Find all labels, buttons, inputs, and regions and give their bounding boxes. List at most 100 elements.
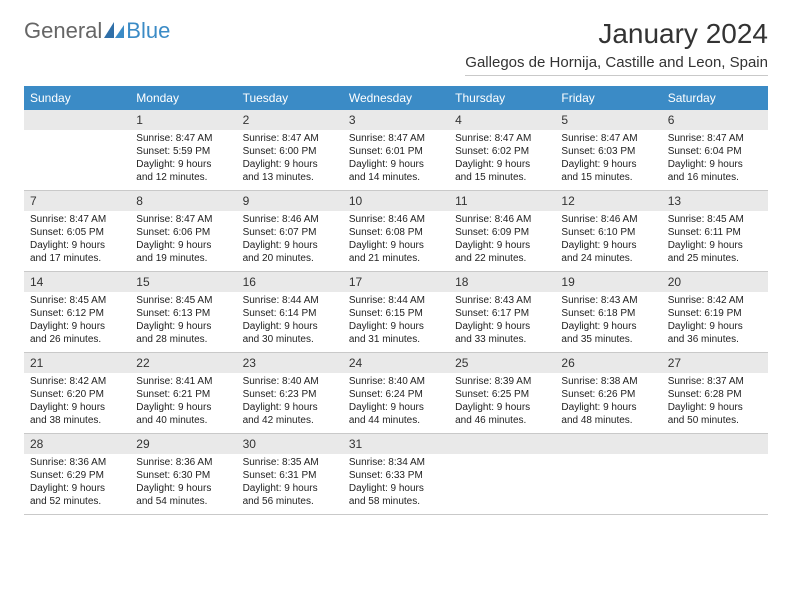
day-number: 7 <box>24 191 130 211</box>
calendar-cell: 26Sunrise: 8:38 AMSunset: 6:26 PMDayligh… <box>555 353 661 434</box>
day-number <box>449 434 555 454</box>
calendar-cell: 16Sunrise: 8:44 AMSunset: 6:14 PMDayligh… <box>237 272 343 353</box>
weekday-header: Monday <box>130 86 236 110</box>
calendar-table: SundayMondayTuesdayWednesdayThursdayFrid… <box>24 86 768 515</box>
day-number: 17 <box>343 272 449 292</box>
day-body: Sunrise: 8:46 AMSunset: 6:07 PMDaylight:… <box>237 211 343 271</box>
day-body: Sunrise: 8:42 AMSunset: 6:19 PMDaylight:… <box>662 292 768 352</box>
calendar-cell: 25Sunrise: 8:39 AMSunset: 6:25 PMDayligh… <box>449 353 555 434</box>
day-body: Sunrise: 8:36 AMSunset: 6:29 PMDaylight:… <box>24 454 130 514</box>
calendar-cell: 22Sunrise: 8:41 AMSunset: 6:21 PMDayligh… <box>130 353 236 434</box>
day-number: 11 <box>449 191 555 211</box>
day-number: 24 <box>343 353 449 373</box>
day-number: 22 <box>130 353 236 373</box>
weekday-header: Friday <box>555 86 661 110</box>
day-body: Sunrise: 8:43 AMSunset: 6:18 PMDaylight:… <box>555 292 661 352</box>
day-number: 27 <box>662 353 768 373</box>
calendar-cell <box>449 434 555 515</box>
calendar-cell: 3Sunrise: 8:47 AMSunset: 6:01 PMDaylight… <box>343 110 449 191</box>
day-number: 15 <box>130 272 236 292</box>
weekday-header: Sunday <box>24 86 130 110</box>
day-number: 3 <box>343 110 449 130</box>
day-body: Sunrise: 8:47 AMSunset: 6:04 PMDaylight:… <box>662 130 768 190</box>
day-body: Sunrise: 8:40 AMSunset: 6:23 PMDaylight:… <box>237 373 343 433</box>
day-body: Sunrise: 8:45 AMSunset: 6:13 PMDaylight:… <box>130 292 236 352</box>
day-number: 21 <box>24 353 130 373</box>
calendar-cell: 19Sunrise: 8:43 AMSunset: 6:18 PMDayligh… <box>555 272 661 353</box>
weekday-header: Wednesday <box>343 86 449 110</box>
day-number <box>24 110 130 130</box>
calendar-cell: 8Sunrise: 8:47 AMSunset: 6:06 PMDaylight… <box>130 191 236 272</box>
day-number: 2 <box>237 110 343 130</box>
calendar-cell: 24Sunrise: 8:40 AMSunset: 6:24 PMDayligh… <box>343 353 449 434</box>
day-body: Sunrise: 8:46 AMSunset: 6:10 PMDaylight:… <box>555 211 661 271</box>
calendar-cell: 17Sunrise: 8:44 AMSunset: 6:15 PMDayligh… <box>343 272 449 353</box>
day-body: Sunrise: 8:40 AMSunset: 6:24 PMDaylight:… <box>343 373 449 433</box>
day-body: Sunrise: 8:44 AMSunset: 6:15 PMDaylight:… <box>343 292 449 352</box>
day-body: Sunrise: 8:45 AMSunset: 6:11 PMDaylight:… <box>662 211 768 271</box>
day-body <box>24 130 130 177</box>
day-number: 4 <box>449 110 555 130</box>
calendar-cell: 1Sunrise: 8:47 AMSunset: 5:59 PMDaylight… <box>130 110 236 191</box>
day-number: 14 <box>24 272 130 292</box>
calendar-cell <box>662 434 768 515</box>
day-number <box>555 434 661 454</box>
calendar-cell: 9Sunrise: 8:46 AMSunset: 6:07 PMDaylight… <box>237 191 343 272</box>
day-body <box>449 454 555 501</box>
day-body: Sunrise: 8:47 AMSunset: 6:00 PMDaylight:… <box>237 130 343 190</box>
calendar-head: SundayMondayTuesdayWednesdayThursdayFrid… <box>24 86 768 110</box>
day-number: 28 <box>24 434 130 454</box>
day-number: 6 <box>662 110 768 130</box>
location-text: Gallegos de Hornija, Castille and Leon, … <box>465 54 768 76</box>
calendar-cell: 20Sunrise: 8:42 AMSunset: 6:19 PMDayligh… <box>662 272 768 353</box>
day-body: Sunrise: 8:47 AMSunset: 6:03 PMDaylight:… <box>555 130 661 190</box>
day-number: 30 <box>237 434 343 454</box>
day-body: Sunrise: 8:35 AMSunset: 6:31 PMDaylight:… <box>237 454 343 514</box>
day-body: Sunrise: 8:47 AMSunset: 6:01 PMDaylight:… <box>343 130 449 190</box>
calendar-body: 1Sunrise: 8:47 AMSunset: 5:59 PMDaylight… <box>24 110 768 515</box>
day-body: Sunrise: 8:45 AMSunset: 6:12 PMDaylight:… <box>24 292 130 352</box>
day-number: 9 <box>237 191 343 211</box>
day-number: 13 <box>662 191 768 211</box>
month-title: January 2024 <box>465 18 768 50</box>
calendar-cell: 10Sunrise: 8:46 AMSunset: 6:08 PMDayligh… <box>343 191 449 272</box>
calendar-cell: 13Sunrise: 8:45 AMSunset: 6:11 PMDayligh… <box>662 191 768 272</box>
day-number: 20 <box>662 272 768 292</box>
logo-sail-icon <box>104 22 126 38</box>
day-body: Sunrise: 8:44 AMSunset: 6:14 PMDaylight:… <box>237 292 343 352</box>
day-body: Sunrise: 8:41 AMSunset: 6:21 PMDaylight:… <box>130 373 236 433</box>
day-number: 1 <box>130 110 236 130</box>
day-number <box>662 434 768 454</box>
day-number: 26 <box>555 353 661 373</box>
calendar-cell: 2Sunrise: 8:47 AMSunset: 6:00 PMDaylight… <box>237 110 343 191</box>
day-number: 18 <box>449 272 555 292</box>
logo: General Blue <box>24 18 170 44</box>
day-body: Sunrise: 8:47 AMSunset: 5:59 PMDaylight:… <box>130 130 236 190</box>
day-body: Sunrise: 8:39 AMSunset: 6:25 PMDaylight:… <box>449 373 555 433</box>
calendar-cell: 5Sunrise: 8:47 AMSunset: 6:03 PMDaylight… <box>555 110 661 191</box>
weekday-header: Thursday <box>449 86 555 110</box>
calendar-cell: 27Sunrise: 8:37 AMSunset: 6:28 PMDayligh… <box>662 353 768 434</box>
day-body: Sunrise: 8:37 AMSunset: 6:28 PMDaylight:… <box>662 373 768 433</box>
day-body <box>555 454 661 501</box>
calendar-cell: 23Sunrise: 8:40 AMSunset: 6:23 PMDayligh… <box>237 353 343 434</box>
day-body: Sunrise: 8:38 AMSunset: 6:26 PMDaylight:… <box>555 373 661 433</box>
day-number: 25 <box>449 353 555 373</box>
calendar-cell: 31Sunrise: 8:34 AMSunset: 6:33 PMDayligh… <box>343 434 449 515</box>
calendar-cell <box>24 110 130 191</box>
day-number: 10 <box>343 191 449 211</box>
calendar-cell: 18Sunrise: 8:43 AMSunset: 6:17 PMDayligh… <box>449 272 555 353</box>
day-body <box>662 454 768 501</box>
calendar-cell: 29Sunrise: 8:36 AMSunset: 6:30 PMDayligh… <box>130 434 236 515</box>
day-body: Sunrise: 8:47 AMSunset: 6:05 PMDaylight:… <box>24 211 130 271</box>
calendar-cell: 12Sunrise: 8:46 AMSunset: 6:10 PMDayligh… <box>555 191 661 272</box>
day-number: 23 <box>237 353 343 373</box>
day-number: 12 <box>555 191 661 211</box>
weekday-header: Saturday <box>662 86 768 110</box>
calendar-cell: 14Sunrise: 8:45 AMSunset: 6:12 PMDayligh… <box>24 272 130 353</box>
calendar-cell: 15Sunrise: 8:45 AMSunset: 6:13 PMDayligh… <box>130 272 236 353</box>
day-body: Sunrise: 8:36 AMSunset: 6:30 PMDaylight:… <box>130 454 236 514</box>
day-number: 16 <box>237 272 343 292</box>
day-number: 29 <box>130 434 236 454</box>
calendar-cell: 21Sunrise: 8:42 AMSunset: 6:20 PMDayligh… <box>24 353 130 434</box>
